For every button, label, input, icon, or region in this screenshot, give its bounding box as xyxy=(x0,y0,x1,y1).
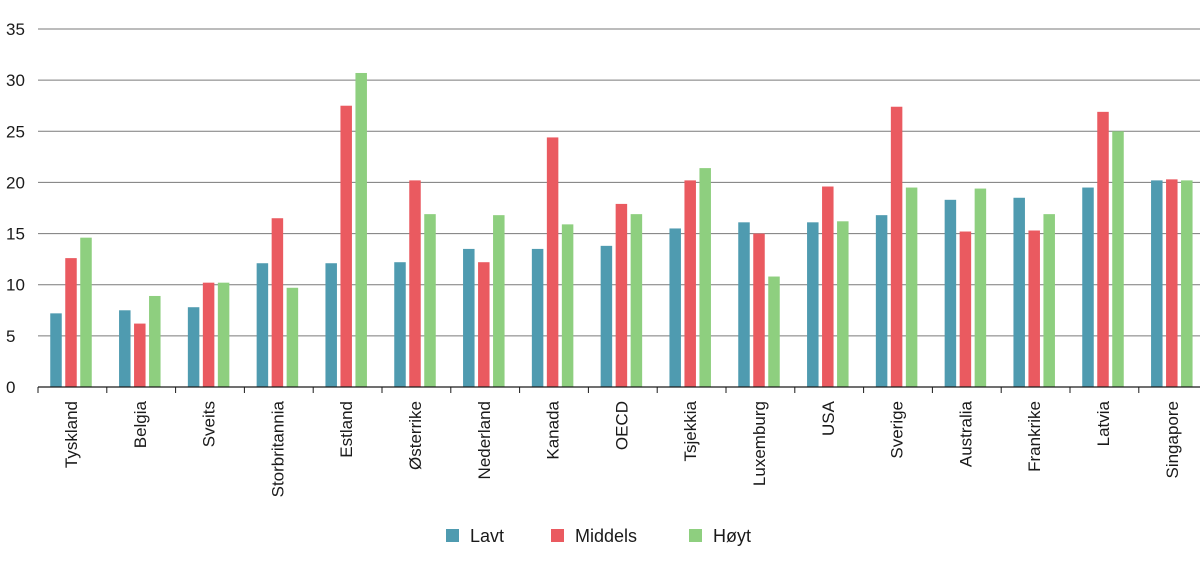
x-category-label: Storbritannia xyxy=(268,400,287,497)
series-lavt xyxy=(50,180,1163,387)
x-category-label: Australia xyxy=(956,400,975,467)
bar xyxy=(630,214,643,387)
bar xyxy=(807,222,819,387)
bar xyxy=(837,221,849,387)
x-category-label: Frankrike xyxy=(1025,401,1044,472)
bar xyxy=(600,245,613,387)
bar xyxy=(149,295,161,387)
y-tick-label: 5 xyxy=(6,327,15,346)
legend-swatch xyxy=(446,529,459,542)
bar xyxy=(478,262,490,387)
x-category-label: Singapore xyxy=(1163,401,1182,479)
legend-label: Høyt xyxy=(713,526,751,546)
y-tick-label: 30 xyxy=(6,71,25,90)
bar xyxy=(325,263,337,387)
x-category-label: Tyskland xyxy=(62,401,81,468)
x-category-label: USA xyxy=(819,400,838,436)
bar xyxy=(768,276,780,387)
x-category-label: Belgia xyxy=(131,400,150,448)
legend: Lavt Middels Høyt xyxy=(446,526,751,546)
bar xyxy=(1151,180,1163,387)
y-tick-label: 0 xyxy=(6,378,15,397)
y-tick-label: 35 xyxy=(6,20,25,39)
bar xyxy=(1097,111,1109,387)
bar xyxy=(202,282,215,387)
bar xyxy=(134,323,146,387)
bar xyxy=(875,215,888,387)
bar xyxy=(1028,230,1040,387)
bar xyxy=(699,168,711,387)
y-tick-label: 25 xyxy=(6,122,25,141)
series-middels xyxy=(65,105,1178,387)
bar xyxy=(424,214,436,387)
bar xyxy=(974,188,987,387)
bar xyxy=(959,231,972,387)
bar xyxy=(256,263,269,387)
bar xyxy=(50,313,62,387)
bar xyxy=(1043,214,1055,387)
bar xyxy=(340,105,352,387)
bar xyxy=(409,180,421,387)
y-tick-label: 10 xyxy=(6,276,25,295)
bar xyxy=(80,237,92,387)
bar xyxy=(1166,179,1178,387)
bar xyxy=(561,224,574,387)
y-axis-tick-labels: 0 5 10 15 20 25 30 35 xyxy=(6,20,25,397)
x-category-label: Nederland xyxy=(475,401,494,479)
legend-swatch xyxy=(689,529,702,542)
x-axis xyxy=(37,386,1200,393)
series-høyt xyxy=(80,72,1193,388)
bar xyxy=(753,233,765,387)
bar xyxy=(463,248,475,387)
x-axis-category-labels: Tyskland Belgia Sveits Storbritannia Estland… xyxy=(62,400,1182,497)
bar xyxy=(890,106,903,387)
legend-label: Middels xyxy=(575,526,637,546)
bar xyxy=(615,203,628,387)
bars xyxy=(50,72,1193,388)
legend-item: Lavt xyxy=(446,526,504,546)
x-category-label: OECD xyxy=(612,401,631,450)
bar xyxy=(271,218,284,387)
bar xyxy=(1112,131,1124,387)
x-category-label: Kanada xyxy=(544,400,563,459)
bar xyxy=(531,248,544,387)
bar xyxy=(217,282,230,387)
y-tick-label: 15 xyxy=(6,225,25,244)
bar xyxy=(394,262,406,387)
bar xyxy=(905,187,918,387)
bar xyxy=(546,137,559,387)
bar xyxy=(669,228,681,387)
bar xyxy=(738,222,750,387)
bar xyxy=(187,307,200,387)
bar xyxy=(119,310,131,387)
x-category-label: Estland xyxy=(337,401,356,458)
legend-label: Lavt xyxy=(470,526,504,546)
x-category-label: Tsjekkia xyxy=(681,400,700,461)
x-category-label: Sverige xyxy=(888,401,907,459)
bar xyxy=(355,72,367,388)
x-category-label: Latvia xyxy=(1094,400,1113,446)
bar xyxy=(1013,197,1025,387)
bar xyxy=(822,186,834,387)
y-tick-label: 20 xyxy=(6,173,25,192)
legend-item: Middels xyxy=(551,526,637,546)
x-category-label: Østerrike xyxy=(406,401,425,470)
bar xyxy=(944,199,957,387)
x-category-label: Sveits xyxy=(200,401,219,447)
bar xyxy=(286,287,299,387)
bar xyxy=(684,180,696,387)
bar xyxy=(1082,187,1094,387)
legend-item: Høyt xyxy=(689,526,751,546)
x-category-label: Luxemburg xyxy=(750,401,769,486)
bar xyxy=(1181,180,1193,387)
bar xyxy=(65,258,77,387)
bar xyxy=(493,215,505,387)
legend-swatch xyxy=(551,529,564,542)
